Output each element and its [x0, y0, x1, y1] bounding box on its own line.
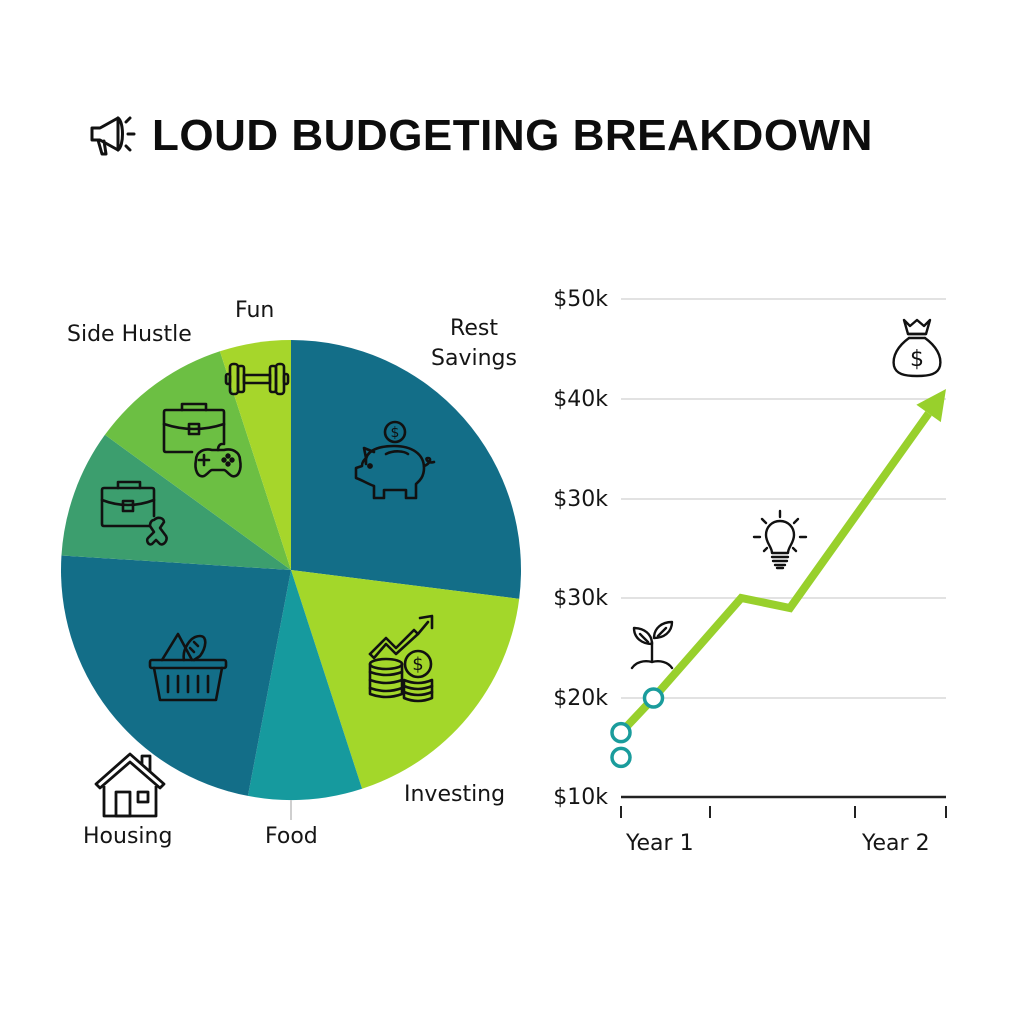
label-fun: Fun	[235, 298, 275, 323]
svg-text:$: $	[910, 347, 924, 372]
svg-text:$: $	[391, 425, 400, 441]
y-tick-10k: $10k	[553, 785, 608, 810]
chart-title: LOUD BUDGETING BREAKDOWN	[88, 108, 873, 164]
y-tick-20k: $20k	[553, 686, 608, 711]
y-tick-30k-upper: $30k	[553, 487, 608, 512]
lightbulb-icon	[752, 509, 808, 570]
money-bag-icon: $	[892, 318, 942, 378]
x-tick-marks	[620, 806, 947, 818]
y-tick-30k-lower: $30k	[553, 586, 608, 611]
label-food: Food	[265, 824, 318, 849]
pie-slice-food	[247, 570, 363, 800]
label-rest-savings-line1: Rest	[450, 316, 498, 341]
dumbbell-icon	[224, 362, 290, 396]
gridlines	[621, 298, 946, 699]
label-rest-savings-line2: Savings	[431, 346, 517, 371]
data-point-marker	[610, 746, 632, 769]
briefcase-gamepad-icon	[162, 402, 242, 478]
y-tick-40k: $40k	[553, 387, 608, 412]
pie-slices	[61, 340, 521, 800]
pie-slice-rest-savings	[291, 340, 521, 599]
megaphone-icon	[88, 108, 142, 165]
sprout-icon	[630, 620, 674, 670]
svg-text:$: $	[412, 654, 423, 675]
label-side-hustle: Side Hustle	[67, 322, 192, 347]
x-tick-year-1: Year 1	[626, 831, 694, 856]
house-icon	[94, 752, 166, 818]
coins-growth-icon: $	[368, 614, 434, 703]
label-housing: Housing	[83, 824, 173, 849]
data-markers	[610, 687, 665, 769]
label-investing: Investing	[404, 782, 506, 807]
growth-line	[618, 411, 932, 736]
data-point-marker	[642, 687, 665, 709]
arrow-head-icon	[916, 389, 946, 423]
pie-slice-housing	[61, 555, 291, 796]
piggy-bank-icon: $	[354, 420, 436, 500]
pie-slice-fun	[219, 340, 291, 570]
briefcase-wrench-icon	[100, 480, 168, 546]
title-text: LOUD BUDGETING BREAKDOWN	[152, 111, 873, 160]
x-tick-year-2: Year 2	[862, 831, 930, 856]
y-tick-50k: $50k	[553, 287, 608, 312]
pie-slice-side-hustle	[61, 434, 291, 570]
data-point-marker	[610, 721, 632, 744]
grocery-basket-icon	[148, 632, 228, 702]
